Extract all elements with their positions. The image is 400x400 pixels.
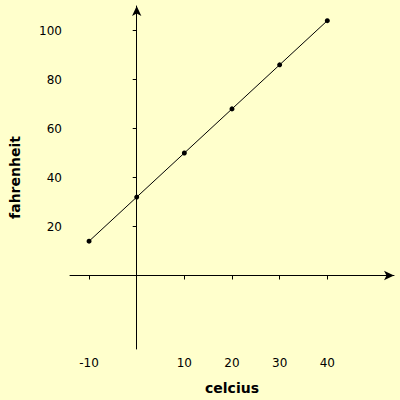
svg-text:20: 20 bbox=[47, 220, 62, 234]
svg-text:celcius: celcius bbox=[205, 380, 259, 396]
svg-text:-10: -10 bbox=[79, 356, 99, 370]
svg-text:10: 10 bbox=[177, 356, 192, 370]
svg-text:60: 60 bbox=[47, 122, 62, 136]
svg-text:40: 40 bbox=[320, 356, 335, 370]
svg-text:80: 80 bbox=[47, 73, 62, 87]
svg-text:20: 20 bbox=[224, 356, 239, 370]
svg-text:30: 30 bbox=[272, 356, 287, 370]
svg-text:40: 40 bbox=[47, 171, 62, 185]
svg-text:fahrenheit: fahrenheit bbox=[7, 136, 23, 219]
svg-text:100: 100 bbox=[39, 24, 62, 38]
